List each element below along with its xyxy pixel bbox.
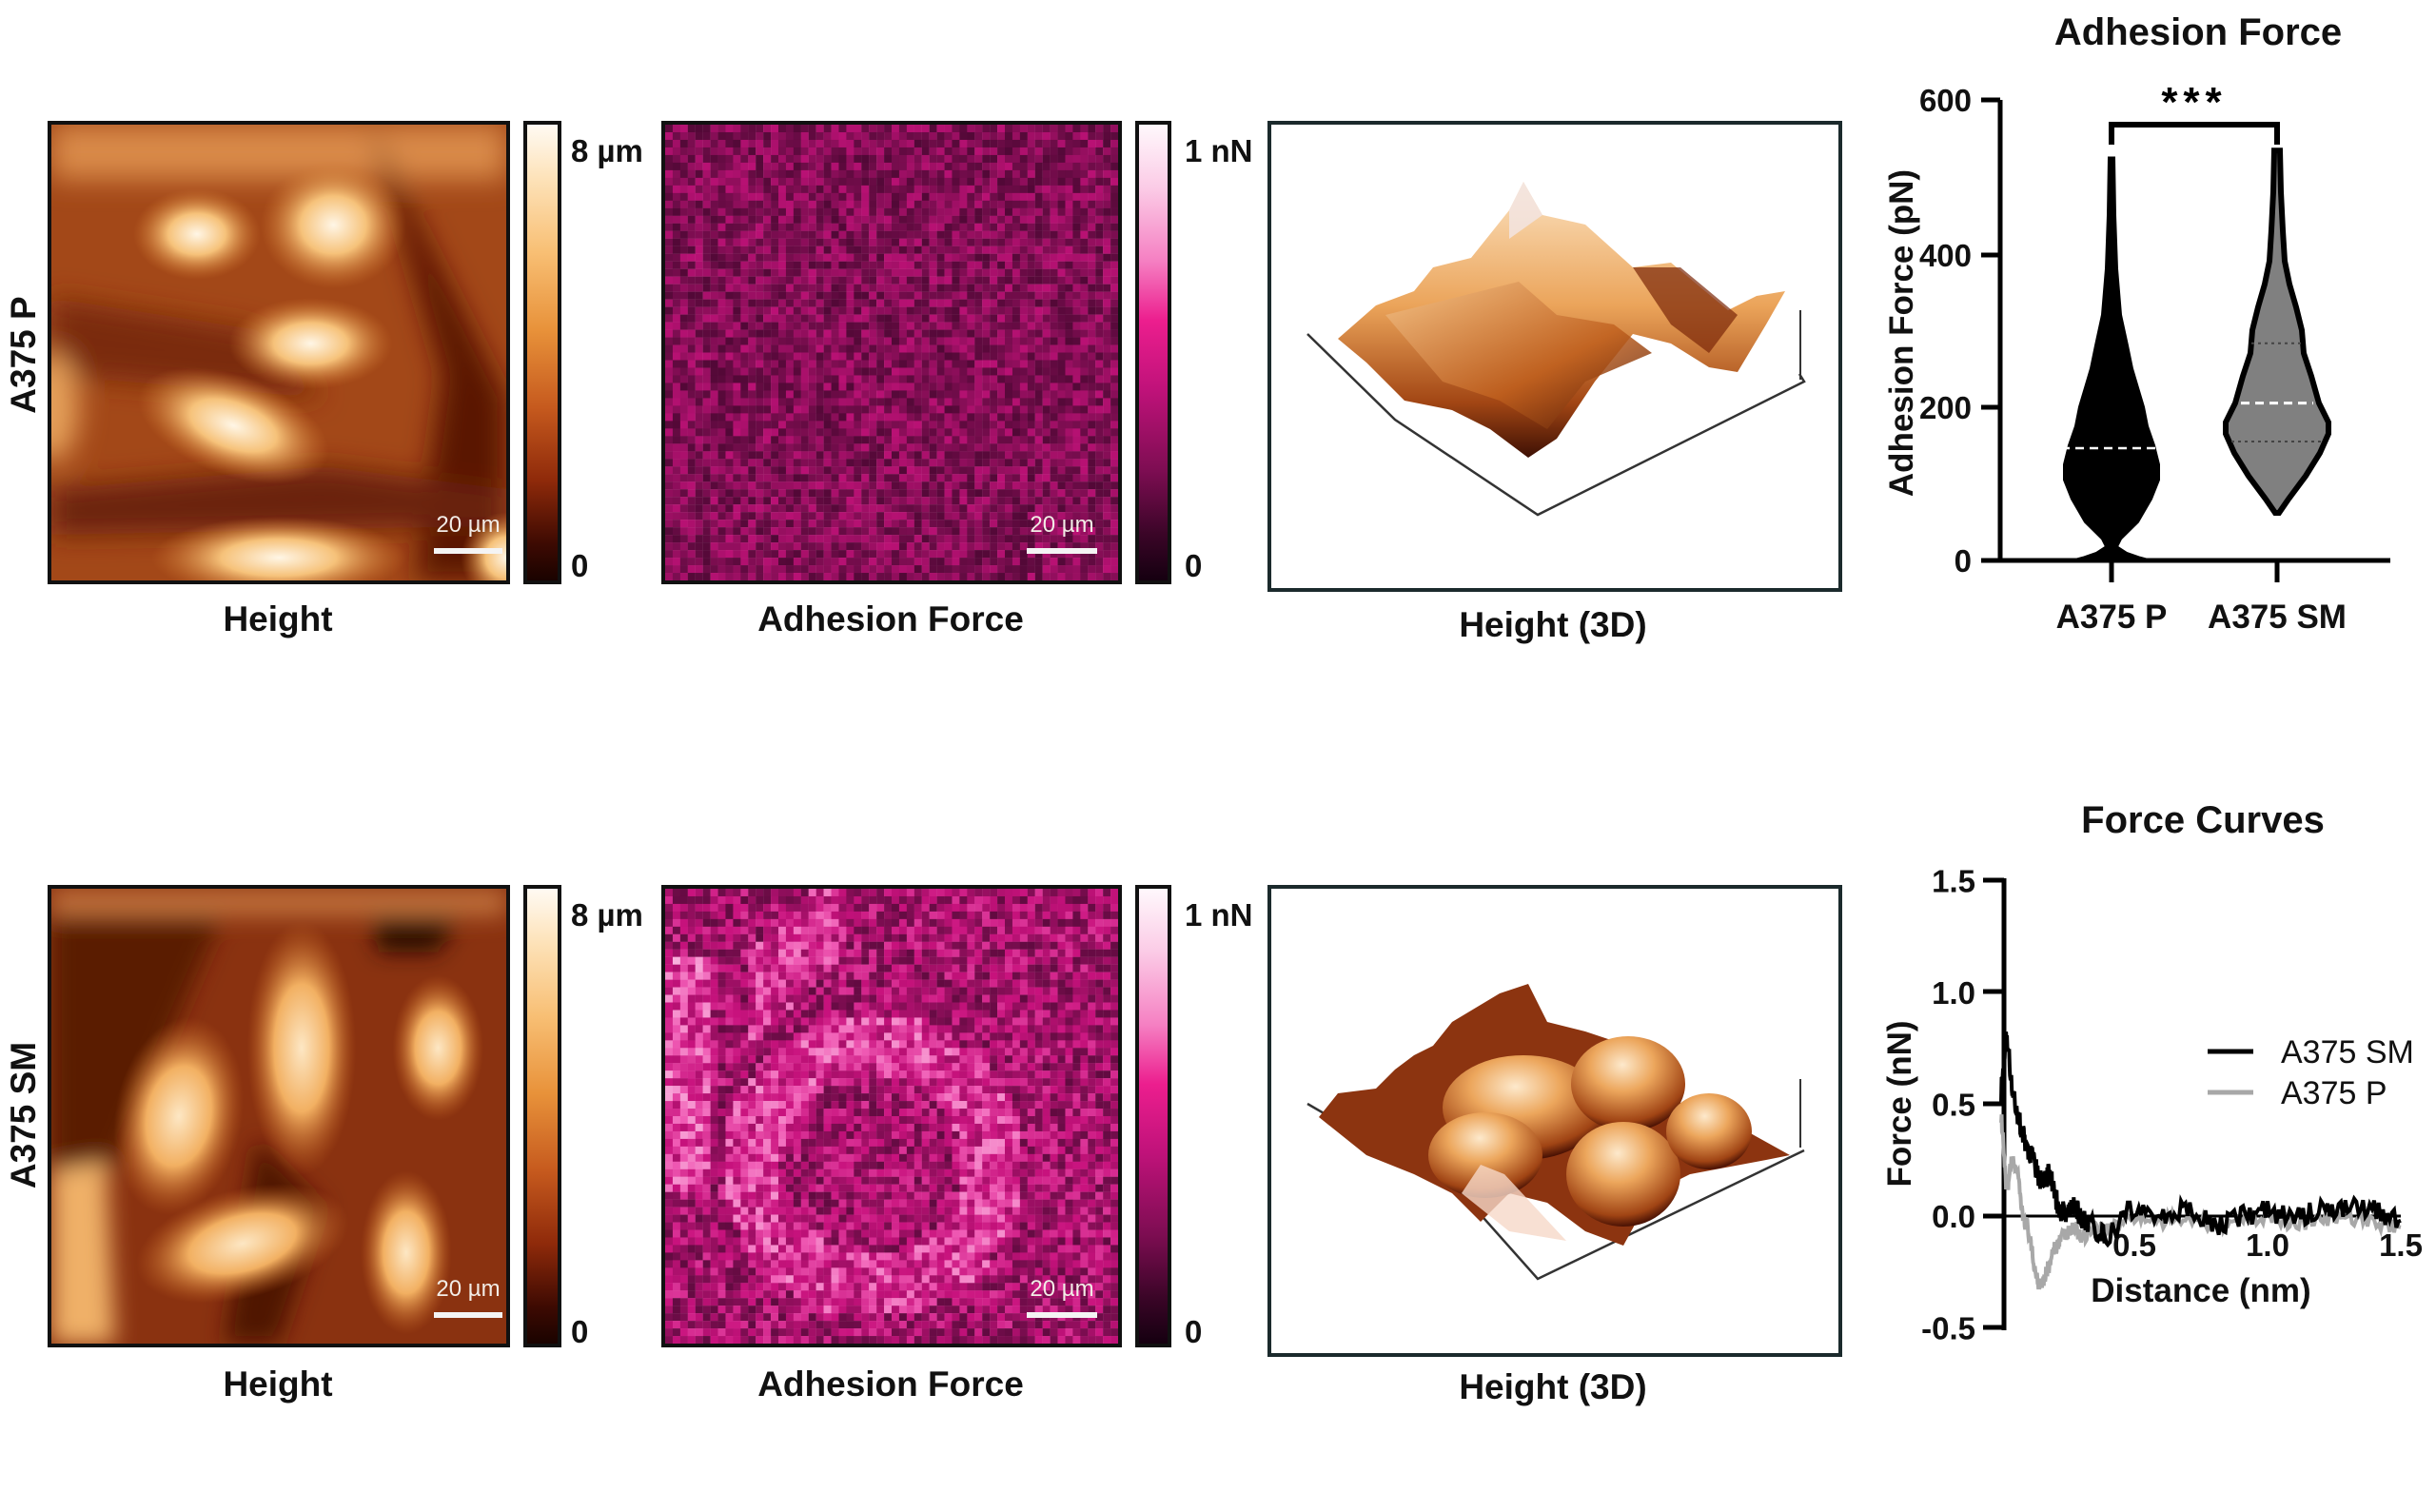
y-tick: 0.5 xyxy=(1932,1088,1975,1123)
height-3d-surface xyxy=(1306,984,1805,1281)
height-colorbar xyxy=(523,885,561,1347)
scale-bar-label: 20 µm xyxy=(436,1276,501,1302)
force-curves-title: Force Curves xyxy=(2081,799,2325,841)
scale-bar-label: 20 µm xyxy=(1030,512,1094,538)
x-category-a375-sm: A375 SM xyxy=(2208,599,2347,636)
adhesion-map-a375-p: 20 µm xyxy=(661,121,1122,584)
height-colorbar xyxy=(523,121,561,584)
adhesion-map-a375-sm: 20 µm xyxy=(661,885,1122,1347)
colorbar-max-label: 8 µm xyxy=(571,133,643,168)
x-tick: 0.5 xyxy=(2112,1227,2156,1263)
height-map-a375-p: 20 µm xyxy=(48,121,510,584)
adhesion-map-image xyxy=(665,889,1118,1344)
adhesion-colorbar xyxy=(1135,121,1171,584)
adhesion-map-label: Adhesion Force xyxy=(757,1365,1024,1404)
x-tick: 1.5 xyxy=(2379,1227,2423,1263)
violin-a375-sm xyxy=(2223,147,2331,516)
height-map-a375-sm: 20 µm xyxy=(48,885,510,1347)
height-3d-view-a375-sm xyxy=(1267,885,1842,1357)
y-tick: 1.0 xyxy=(1932,975,1975,1011)
legend-label-a375-p: A375 P xyxy=(2281,1075,2387,1111)
colorbar-max-label: 8 µm xyxy=(571,897,643,933)
height-map-image xyxy=(51,889,506,1344)
significance-stars: *** xyxy=(2161,79,2227,126)
scale-bar-label: 20 µm xyxy=(436,512,501,538)
colorbar-min-label: 0 xyxy=(571,1314,589,1349)
legend-label-a375-sm: A375 SM xyxy=(2281,1034,2414,1070)
colorbar-min-label: 0 xyxy=(571,548,589,583)
row-label-a375-p: A375 P xyxy=(4,296,43,414)
height-3d-surface xyxy=(1306,182,1806,517)
height-3d-view-a375-p xyxy=(1267,121,1842,592)
scale-bar xyxy=(1027,1312,1097,1318)
scale-bar xyxy=(434,1312,502,1318)
violin-chart-svg: 600 400 200 0 Adhesion Force (pN) A375 P… xyxy=(1883,79,2390,636)
y-tick-600: 600 xyxy=(1919,83,1972,118)
y-tick: 0.0 xyxy=(1932,1199,1975,1234)
force-x-axis-title: Distance (nm) xyxy=(2091,1272,2310,1309)
force-curves-svg: -0.5 0.0 0.5 1.0 1.5 0.5 1.0 1.5 Force (nN) Di… xyxy=(1881,864,2423,1346)
height-3d-label: Height (3D) xyxy=(1459,1367,1647,1406)
colorbar-max-label: 1 nN xyxy=(1185,133,1253,168)
height-3d-label: Height (3D) xyxy=(1459,605,1647,644)
y-tick-0: 0 xyxy=(1955,543,1972,579)
x-tick: 1.0 xyxy=(2246,1227,2289,1263)
adhesion-map-label: Adhesion Force xyxy=(757,599,1024,638)
scale-bar xyxy=(1027,548,1097,554)
scale-bar-label: 20 µm xyxy=(1030,1276,1094,1302)
force-curves-chart: -0.5 0.0 0.5 1.0 1.5 0.5 1.0 1.5 Force (nN) Di… xyxy=(1865,780,2436,1512)
height-map-label: Height xyxy=(223,1365,333,1404)
height-map-label: Height xyxy=(223,599,333,638)
row-label-a375-sm: A375 SM xyxy=(4,1041,43,1189)
x-category-a375-p: A375 P xyxy=(2056,599,2168,636)
scale-bar xyxy=(434,548,502,554)
y-tick-200: 200 xyxy=(1919,390,1972,425)
y-tick: 1.5 xyxy=(1932,864,1975,899)
violin-y-axis-title: Adhesion Force (pN) xyxy=(1883,169,1920,497)
colorbar-min-label: 0 xyxy=(1185,548,1203,583)
y-tick-400: 400 xyxy=(1919,238,1972,273)
adhesion-colorbar xyxy=(1135,885,1171,1347)
force-curve-a375-sm xyxy=(1999,1031,2402,1248)
height-map-image xyxy=(51,125,506,580)
force-curve-a375-p xyxy=(1999,1114,2402,1290)
force-y-axis-title: Force (nN) xyxy=(1881,1021,1918,1188)
y-tick: -0.5 xyxy=(1921,1311,1975,1346)
violin-chart: 600 400 200 0 Adhesion Force (pN) A375 P… xyxy=(1865,0,2436,761)
colorbar-min-label: 0 xyxy=(1185,1314,1203,1349)
adhesion-map-image xyxy=(665,125,1118,580)
colorbar-max-label: 1 nN xyxy=(1185,897,1253,933)
violin-a375-p xyxy=(2063,156,2160,561)
violin-chart-title: Adhesion Force xyxy=(2053,11,2343,53)
